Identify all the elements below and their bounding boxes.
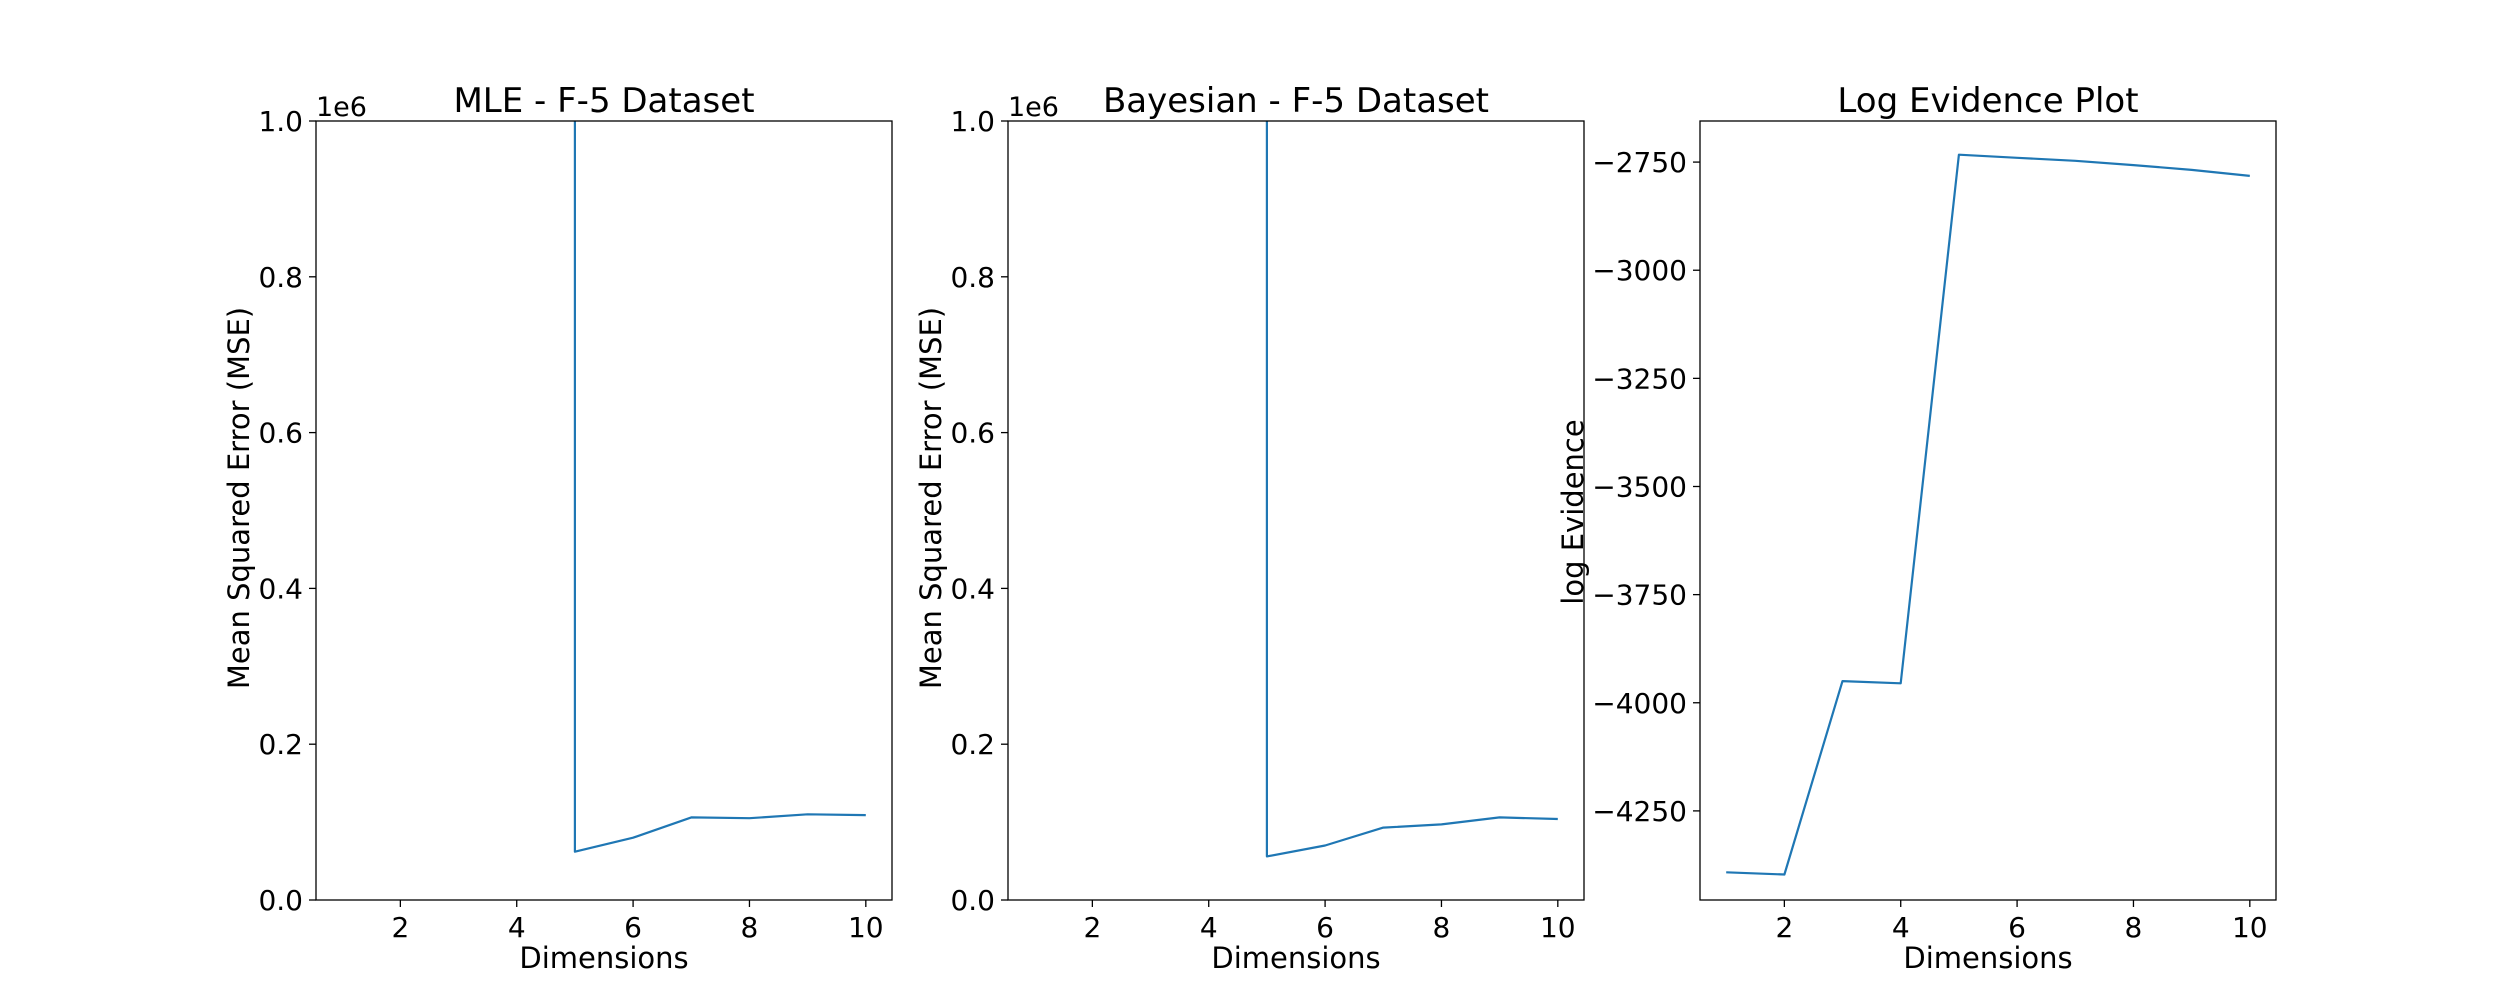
bayesian-chart-x-tick-label: 4 xyxy=(1200,911,1218,944)
bayesian-chart-y-tick-label: 0.2 xyxy=(950,728,995,761)
bayesian-chart-y-tick-label: 0.4 xyxy=(950,572,995,605)
log-evidence-chart-plot-frame xyxy=(1699,120,2277,901)
mle-chart-x-tick-label: 2 xyxy=(391,911,409,944)
log-evidence-chart-x-tick-label: 2 xyxy=(1775,911,1793,944)
bayesian-chart-title: Bayesian - F-5 Dataset xyxy=(1103,81,1489,121)
log-evidence-chart-x-tick-label: 10 xyxy=(2232,911,2268,944)
log-evidence-chart-x-tick-label: 8 xyxy=(2125,911,2143,944)
bayesian-chart-x-tick-label: 6 xyxy=(1316,911,1334,944)
mle-chart-x-axis-label: Dimensions xyxy=(519,941,688,975)
bayesian-chart-plot-frame xyxy=(1007,120,1585,901)
bayesian-chart-y-tick-label: 0.8 xyxy=(950,261,995,294)
mle-chart-x-tick-label: 6 xyxy=(624,911,642,944)
mle-chart-title: MLE - F-5 Dataset xyxy=(453,81,754,121)
bayesian-chart-y-offset-label: 1e6 xyxy=(1008,92,1059,123)
mle-chart-x-tick-label: 10 xyxy=(848,911,884,944)
mle-chart-y-axis-label: Mean Squared Error (MSE) xyxy=(222,307,256,689)
log-evidence-chart-y-tick-label: −3500 xyxy=(1592,470,1687,503)
mle-chart-y-tick-label: 1.0 xyxy=(258,105,303,138)
log-evidence-chart-y-tick-label: −3000 xyxy=(1592,254,1687,287)
log-evidence-chart-y-tick-label: −4000 xyxy=(1592,687,1687,720)
mle-chart-y-tick-label: 0.6 xyxy=(258,417,303,450)
mle-chart: MLE - F-5 Dataset Dimensions Mean Square… xyxy=(222,81,893,975)
bayesian-chart-x-axis-label: Dimensions xyxy=(1211,941,1380,975)
log-evidence-chart-y-tick-label: −3750 xyxy=(1592,579,1687,612)
log-evidence-chart-y-axis-label: log Evidence xyxy=(1556,419,1590,604)
bayesian-chart-y-tick-label: 1.0 xyxy=(950,105,995,138)
bayesian-chart-y-tick-label: 0.6 xyxy=(950,417,995,450)
bayesian-chart-x-tick-label: 8 xyxy=(1433,911,1451,944)
mle-chart-y-tick-label: 0.8 xyxy=(258,261,303,294)
mle-chart-y-tick-label: 0.4 xyxy=(258,572,303,605)
bayesian-chart-x-tick-label: 2 xyxy=(1083,911,1101,944)
bayesian-chart-y-tick-label: 0.0 xyxy=(950,884,995,917)
mle-chart-x-tick-label: 8 xyxy=(741,911,759,944)
bayesian-chart: Bayesian - F-5 Dataset Dimensions Mean S… xyxy=(914,81,1585,975)
bayesian-chart-y-axis-label: Mean Squared Error (MSE) xyxy=(914,307,948,689)
log-evidence-chart-y-tick-label: −3250 xyxy=(1592,362,1687,395)
bayesian-chart-x-tick-label: 10 xyxy=(1540,911,1576,944)
mle-chart-series-line xyxy=(573,121,866,853)
bayesian-chart-series-line xyxy=(1265,121,1558,858)
log-evidence-chart-x-tick-label: 6 xyxy=(2008,911,2026,944)
log-evidence-chart-y-tick-label: −4250 xyxy=(1592,795,1687,828)
log-evidence-chart-x-tick-label: 4 xyxy=(1892,911,1910,944)
log-evidence-chart-series-line xyxy=(1726,153,2250,876)
log-evidence-chart-y-tick-label: −2750 xyxy=(1592,146,1687,179)
mle-chart-plot-frame xyxy=(315,120,893,901)
log-evidence-chart-title: Log Evidence Plot xyxy=(1837,81,2138,121)
log-evidence-chart-x-axis-label: Dimensions xyxy=(1903,941,2072,975)
mle-chart-y-offset-label: 1e6 xyxy=(316,92,367,123)
log-evidence-chart: Log Evidence Plot Dimensions log Evidenc… xyxy=(1556,81,2277,975)
mle-chart-y-tick-label: 0.0 xyxy=(258,884,303,917)
mle-chart-x-tick-label: 4 xyxy=(508,911,526,944)
mle-chart-y-tick-label: 0.2 xyxy=(258,728,303,761)
